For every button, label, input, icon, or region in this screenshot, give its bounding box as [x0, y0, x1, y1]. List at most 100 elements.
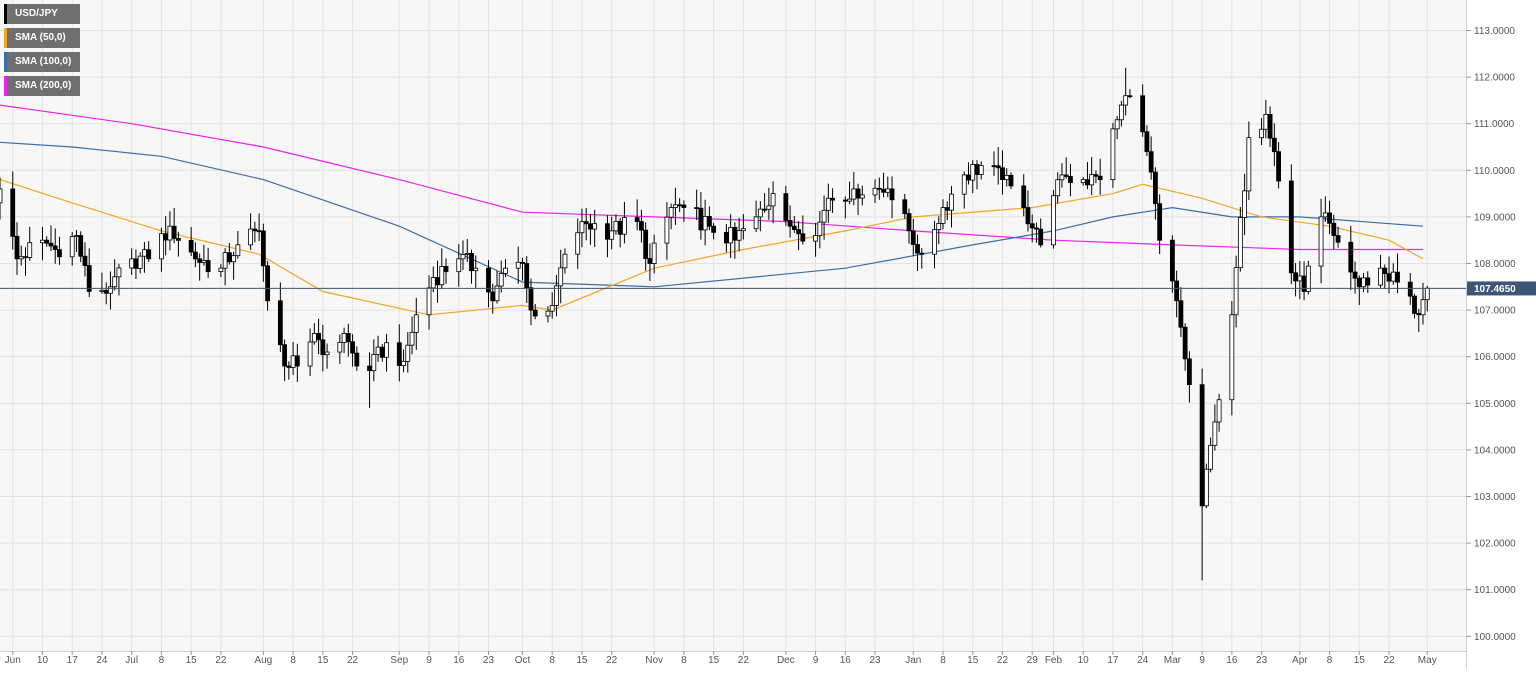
candle-body — [1327, 212, 1332, 224]
candle-body — [889, 188, 895, 201]
x-tick-label: 8 — [290, 655, 296, 666]
legend-sma100[interactable]: SMA (100,0) — [4, 52, 81, 72]
x-tick-label: 8 — [681, 655, 687, 666]
legend-sma50[interactable]: SMA (50,0) — [4, 28, 81, 48]
candle-body — [830, 197, 835, 201]
candle-body — [197, 258, 203, 263]
x-tick-label: 15 — [708, 655, 720, 666]
candle-body — [129, 258, 135, 269]
candle-body — [974, 164, 980, 175]
candle-body — [762, 208, 768, 211]
candle-body — [78, 235, 84, 257]
x-tick-label: 15 — [576, 655, 588, 666]
candle-body — [1378, 267, 1383, 286]
candle-body — [910, 230, 916, 245]
candle-body — [842, 199, 848, 202]
y-tick-label: 105.0000 — [1474, 399, 1516, 410]
candle-body — [825, 197, 831, 211]
candle-body — [1348, 241, 1354, 273]
candle-body — [1000, 167, 1005, 181]
candle-body — [613, 220, 619, 232]
candle-body — [112, 276, 118, 288]
candle-body — [677, 204, 683, 207]
candle-body — [1089, 174, 1095, 186]
x-tick-label: 17 — [67, 655, 79, 666]
y-tick-label: 100.0000 — [1474, 632, 1516, 643]
candle-body — [252, 228, 258, 232]
candle-body — [651, 242, 657, 264]
candle-body — [940, 207, 946, 224]
candle-body — [902, 199, 908, 215]
candle-body — [435, 277, 440, 286]
candle-body — [494, 285, 500, 302]
candle-body — [116, 267, 122, 278]
candle-body — [405, 344, 411, 362]
candle-body — [248, 228, 254, 246]
candle-body — [791, 225, 797, 231]
x-tick-label: Feb — [1045, 655, 1063, 666]
candle-body — [307, 341, 313, 367]
y-tick-label: 104.0000 — [1474, 445, 1516, 456]
x-tick-label: 23 — [483, 655, 495, 666]
candle-body — [1301, 275, 1307, 292]
candle-body — [74, 235, 79, 237]
candle-body — [1169, 239, 1175, 282]
candle-body — [732, 227, 738, 241]
candle-body — [753, 216, 759, 230]
y-tick-label: 111.0000 — [1474, 119, 1515, 130]
candle-body — [668, 207, 674, 218]
candle-body — [426, 287, 432, 316]
x-tick-label: 8 — [1327, 655, 1333, 666]
x-tick-label: 22 — [997, 655, 1009, 666]
candle-body — [133, 258, 139, 269]
candle-body — [1335, 235, 1341, 243]
candle-body — [694, 207, 700, 209]
candle-body — [787, 220, 793, 227]
x-tick-label: 16 — [1226, 655, 1238, 666]
candle-body — [932, 229, 937, 255]
candle-body — [201, 260, 207, 263]
legend-sma200[interactable]: SMA (200,0) — [4, 76, 81, 96]
candle-body — [350, 341, 355, 354]
y-tick-label: 112.0000 — [1474, 73, 1515, 84]
candle-body — [0, 188, 3, 204]
candle-body — [817, 221, 823, 236]
candle-body — [766, 205, 772, 210]
candle-body — [1352, 271, 1358, 279]
candle-body — [813, 235, 818, 242]
x-tick-label: Sep — [390, 655, 408, 666]
candle-body — [1271, 137, 1277, 153]
candle-body — [554, 285, 559, 306]
x-tick-label: 22 — [738, 655, 750, 666]
candle-body — [1242, 190, 1248, 218]
candle-body — [736, 230, 742, 241]
x-tick-label: Mar — [1164, 655, 1182, 666]
legend-usdjpy[interactable]: USD/JPY — [4, 4, 81, 24]
candle-body — [103, 289, 109, 294]
candle-body — [379, 346, 385, 358]
candle-body — [324, 351, 330, 356]
x-tick-label: Apr — [1292, 655, 1308, 666]
candle-body — [876, 187, 882, 190]
candle-body — [27, 242, 33, 258]
candle-body — [515, 261, 521, 269]
candle-body — [1267, 113, 1273, 139]
candle-body — [532, 309, 538, 317]
candle-body — [639, 221, 644, 231]
candle-body — [1174, 280, 1180, 302]
x-tick-label: 24 — [1137, 655, 1149, 666]
candle-body — [1038, 228, 1044, 246]
candle-body — [1237, 217, 1243, 269]
candle-body — [702, 216, 708, 231]
x-tick-label: 22 — [347, 655, 359, 666]
candle-body — [82, 255, 88, 266]
x-tick-label: 10 — [1078, 655, 1090, 666]
candle-body — [226, 252, 232, 263]
candle-body — [1203, 468, 1209, 507]
candle-body — [978, 165, 984, 175]
candle-body — [1356, 277, 1362, 288]
candle-body — [609, 230, 615, 240]
candle-body — [1178, 300, 1184, 328]
x-tick-label: 8 — [940, 655, 946, 666]
candle-body — [966, 174, 971, 181]
